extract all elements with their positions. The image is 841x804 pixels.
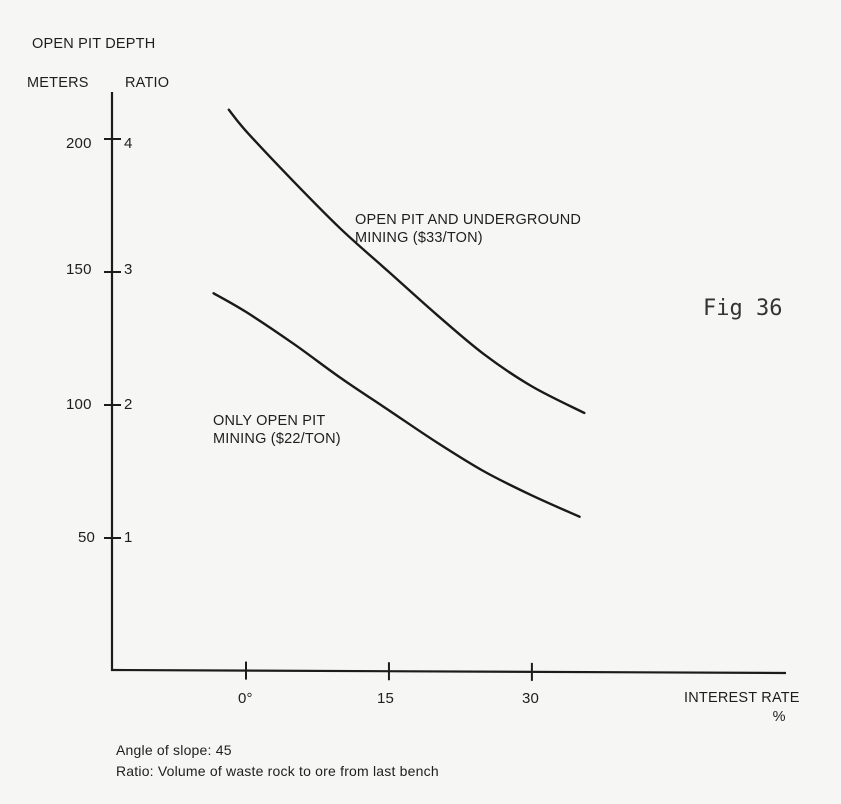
y-tick-label-50: 50: [78, 529, 96, 546]
series-label-open-pit-underground: OPEN PIT AND UNDERGROUND MINING ($33/TON…: [355, 211, 581, 247]
y-tick-label-ratio-4: 4: [124, 135, 133, 152]
curve-only-open-pit: [212, 292, 581, 518]
y-tick-label-200: 200: [66, 135, 92, 152]
x-tick-label-0: 0°: [238, 690, 253, 707]
y-axis-ticks: [104, 138, 121, 539]
x-axis-label: INTEREST RATE: [684, 690, 800, 706]
curve-open-pit-and-underground: [227, 108, 586, 415]
series-label-line-1: OPEN PIT AND UNDERGROUND: [355, 212, 582, 228]
chart-title: OPEN PIT DEPTH: [32, 36, 156, 52]
y-tick-label-ratio-3: 3: [124, 261, 133, 278]
y-axis-label-meters: METERS: [27, 75, 89, 91]
note-ratio-definition: Ratio: Volume of waste rock to ore from …: [116, 763, 439, 779]
x-axis-title: INTEREST RATE %: [684, 689, 800, 727]
x-axis: [110, 668, 787, 675]
y-tick-label-150: 150: [66, 261, 92, 278]
figure-label: Fig 36: [703, 296, 783, 321]
y-tick-label-ratio-1: 1: [124, 529, 133, 546]
note-angle-of-slope: Angle of slope: 45: [116, 742, 232, 758]
y-tick-label-100: 100: [66, 396, 92, 413]
y-tick-label-ratio-2: 2: [124, 396, 133, 413]
x-tick-label-30: 30: [522, 690, 540, 707]
series-label-line-2: MINING ($22/TON): [213, 431, 341, 447]
chart-curves: [212, 108, 586, 518]
series-label-only-open-pit: ONLY OPEN PIT MINING ($22/TON): [213, 412, 341, 448]
y-axis-label-ratio: RATIO: [125, 75, 170, 91]
series-label-line-1: ONLY OPEN PIT: [213, 413, 326, 429]
chart-notes: Angle of slope: 45 Ratio: Volume of wast…: [116, 740, 439, 782]
series-label-line-2: MINING ($33/TON): [355, 230, 483, 246]
x-axis-unit: %: [772, 709, 786, 725]
x-axis-ticks: [245, 661, 533, 681]
x-tick-label-15: 15: [377, 690, 395, 707]
